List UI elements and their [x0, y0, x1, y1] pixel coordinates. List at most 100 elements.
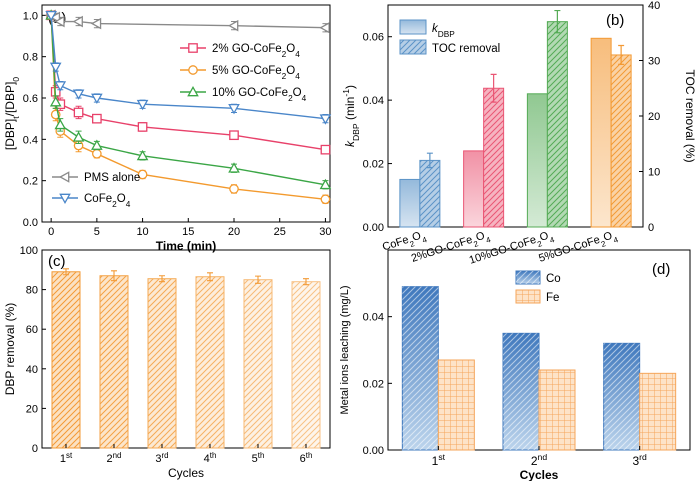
- co-bar-hatch: [603, 343, 640, 450]
- bar-1: [99, 270, 129, 449]
- series-line: [50, 15, 326, 151]
- series-0: [46, 10, 331, 155]
- legend-label: 2% GO-CoFe2O4: [212, 43, 300, 59]
- data-point: [49, 96, 62, 107]
- series-3: [45, 9, 330, 34]
- y-tick-label: 0.02: [363, 159, 384, 171]
- y-right-tick-label: 10: [648, 167, 660, 179]
- y-tick-label: 0.04: [363, 312, 384, 324]
- legend-label-k: kDBP: [432, 23, 455, 39]
- series-line: [50, 15, 326, 186]
- x-tick-label: 2nd: [107, 451, 122, 466]
- x-axis-label: Cycles: [520, 468, 559, 481]
- fe-bar: [538, 369, 576, 451]
- data-point: [320, 194, 331, 205]
- y-tick-label: 0.06: [363, 32, 384, 44]
- y-right-tick-label: 40: [648, 0, 660, 12]
- panel-a: 0.0 0.2 0.4 0.6 0.8 1.0 0 5 10 15 20 25 30 Time (min)…: [3, 4, 332, 253]
- error-bar: [255, 275, 261, 284]
- legend-swatch-co-hatch: [516, 271, 540, 284]
- series-4: [45, 10, 332, 125]
- x-tick-label: 3rd: [632, 452, 647, 468]
- fe-bar: [639, 372, 677, 451]
- y-right-tick-label: 20: [648, 111, 660, 123]
- legend-marker: [58, 171, 70, 183]
- x-tick-label: 20: [228, 226, 240, 238]
- kdbp-bar: [590, 37, 612, 228]
- plot-frame: [41, 4, 331, 223]
- data-point: [228, 103, 240, 115]
- data-point: [92, 148, 102, 159]
- y-right-tick-label: 0: [648, 222, 654, 234]
- toc-bar: [610, 54, 632, 228]
- data-point: [49, 11, 61, 24]
- bar: [51, 271, 81, 449]
- legend-label-co: Co: [546, 273, 561, 285]
- y-tick-label: 0.02: [363, 378, 384, 390]
- toc-bar: [546, 21, 568, 228]
- kdbp-bar: [526, 93, 548, 228]
- bar-group-3: [590, 37, 632, 228]
- y-tick-label: 0.6: [23, 93, 38, 105]
- y-tick-label: 80: [26, 285, 38, 297]
- y-axis-label: kDBP (min-1): [341, 85, 361, 147]
- legend-marker: [187, 85, 199, 97]
- series-line: [50, 15, 326, 120]
- data-point: [54, 15, 65, 28]
- series-line: [50, 14, 326, 29]
- x-tick-label: 10: [136, 226, 148, 238]
- data-point: [227, 19, 239, 32]
- error-bar: [303, 278, 309, 286]
- bar: [147, 278, 177, 449]
- toc-bar: [483, 87, 505, 228]
- data-point: [54, 81, 67, 92]
- y-tick-label: 20: [26, 403, 38, 415]
- bar-3: [195, 272, 225, 449]
- panel-label: (c): [48, 253, 66, 270]
- data-point: [229, 184, 239, 194]
- toc-bar: [419, 159, 441, 228]
- x-tick-label: 25: [274, 226, 286, 238]
- y-tick-label: 60: [26, 324, 38, 336]
- bar-5: [291, 278, 321, 449]
- x-tick-label: 5: [94, 226, 100, 238]
- bar: [243, 279, 273, 449]
- category-label: 5%GO-CoFe2O4: [537, 228, 619, 268]
- co-bar-hatch: [402, 286, 439, 450]
- y-tick-label: 1.0: [23, 10, 38, 22]
- bar-group-2: [603, 342, 677, 451]
- bar-0: [51, 268, 81, 449]
- panel-b: 0.00 0.02 0.04 0.06 0 10 20 30 40 kDBP (min-1) TOC…: [341, 0, 697, 268]
- error-bar: [159, 275, 165, 283]
- data-point: [319, 114, 332, 125]
- bar: [195, 276, 225, 449]
- panel-label: (d): [652, 261, 670, 278]
- y-axis-label: Metal ions leaching (mg/L): [339, 285, 351, 414]
- y-tick-label: 0.04: [363, 95, 384, 107]
- x-tick-label: 0: [48, 226, 54, 238]
- error-bar: [554, 9, 561, 34]
- legend-swatch-k: [399, 19, 427, 35]
- data-point: [136, 99, 149, 111]
- data-point: [229, 130, 239, 141]
- error-bar: [426, 152, 433, 169]
- y-tick-label: 0.00: [363, 222, 384, 234]
- y-tick-label: 0.4: [23, 134, 38, 146]
- error-bar: [111, 270, 117, 282]
- x-tick-label: 1st: [60, 451, 73, 466]
- data-point: [320, 144, 331, 155]
- y-tick-label: 0.8: [23, 52, 38, 64]
- x-tick-label: 4th: [204, 451, 217, 466]
- data-point: [91, 93, 103, 105]
- x-tick-label: 15: [182, 226, 194, 238]
- error-bar: [490, 73, 497, 103]
- data-point: [319, 21, 330, 34]
- x-tick-label: 30: [319, 226, 331, 238]
- y-tick-label: 40: [26, 364, 38, 376]
- y-tick-label: 0.0: [23, 217, 38, 229]
- plot-frame: [41, 249, 331, 449]
- data-point: [49, 62, 62, 74]
- data-point: [228, 162, 240, 173]
- legend-label: 5% GO-CoFe2O4: [212, 65, 300, 81]
